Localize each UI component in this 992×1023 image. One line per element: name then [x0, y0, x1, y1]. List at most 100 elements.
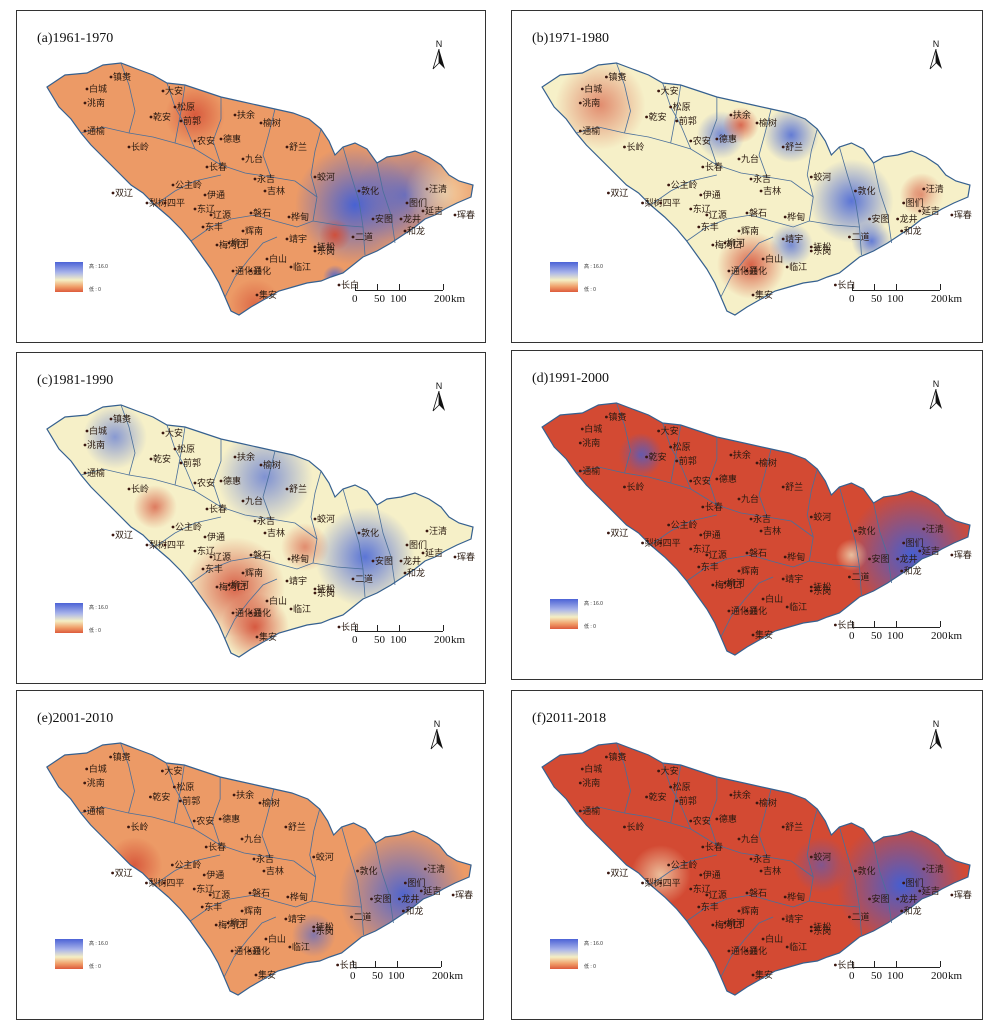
- city-dot: [809, 515, 813, 519]
- north-label: N: [932, 379, 940, 389]
- city-label: 龙井: [403, 213, 421, 225]
- city-label: 长岭: [626, 141, 644, 153]
- city-label: 梅河口: [715, 239, 742, 251]
- scale-tick: [874, 284, 875, 290]
- city-label: 蛟河: [813, 511, 831, 523]
- city-label: 辽源: [213, 210, 231, 221]
- city-label: 四平: [663, 878, 681, 889]
- city-dot: [83, 781, 87, 785]
- city-label: 永吉: [753, 853, 771, 865]
- scale-label: 0: [849, 630, 855, 642]
- city-label: 永吉: [256, 853, 274, 865]
- city-dot: [240, 909, 244, 913]
- city-dot: [83, 809, 87, 813]
- city-dot: [215, 243, 219, 247]
- city-label: 洮南: [582, 97, 600, 109]
- city-dot: [699, 193, 703, 197]
- county-border: [616, 62, 631, 134]
- city-dot: [170, 863, 174, 867]
- scale-tick: [940, 284, 941, 290]
- city-label: 通榆: [582, 465, 600, 477]
- city-label: 松原: [177, 443, 195, 455]
- city-dot: [83, 471, 87, 475]
- city-label: 长白: [837, 279, 855, 291]
- province-outline: [541, 62, 971, 316]
- city-label: 双辽: [610, 188, 628, 199]
- city-dot: [641, 881, 644, 885]
- county-border: [190, 214, 364, 242]
- map-panel: 镇赉 白城 大安 洮南 乾安 前郭 松原 扶余 榆树 通榆 长岭 农安 德惠 舒兰 九台 长春 双辽 公主岭 伊通 永…: [511, 690, 983, 1020]
- city-label: 公主岭: [671, 519, 698, 531]
- scale-label: 200: [434, 293, 451, 305]
- city-dot: [248, 949, 252, 953]
- county-border: [173, 764, 185, 824]
- city-dot: [749, 177, 753, 181]
- city-dot: [263, 189, 267, 193]
- city-label: 永吉: [753, 513, 771, 525]
- city-label: 四平: [166, 878, 184, 889]
- city-label: 东辽: [693, 883, 711, 895]
- city-dot: [240, 837, 244, 841]
- scale-bar: 0 50 100 200 km: [352, 625, 475, 649]
- county-border: [806, 468, 818, 562]
- scale-label: 100: [887, 630, 904, 642]
- city-dot: [160, 769, 164, 773]
- city-label: 伊通: [207, 189, 225, 201]
- county-border: [576, 806, 625, 814]
- city-label: 集安: [755, 629, 773, 641]
- north-arrow-icon: N: [928, 379, 944, 416]
- scale-unit: km: [451, 634, 466, 646]
- map-panel: 镇赉 白城 大安 洮南 乾安 前郭 松原 扶余 榆树 通榆 长岭 农安 德惠 舒兰 九台 长春 双辽 公主岭 伊通 永…: [16, 10, 486, 343]
- city-label: 永吉: [753, 173, 771, 185]
- city-label: 磐石: [253, 549, 271, 561]
- city-dot: [900, 229, 904, 233]
- city-label: 通化县: [235, 607, 262, 619]
- city-dot: [607, 531, 610, 535]
- city-dot: [729, 793, 733, 797]
- city-label: 前郭: [183, 115, 201, 127]
- city-label: 长白: [837, 619, 855, 631]
- city-label: 伊通: [206, 869, 224, 881]
- city-dot: [227, 583, 231, 587]
- city-label: 乾安: [649, 451, 667, 463]
- city-dot: [111, 871, 114, 875]
- province-outline: [541, 742, 971, 996]
- north-label: N: [435, 381, 443, 391]
- city-dot: [715, 817, 719, 821]
- city-dot: [749, 517, 753, 521]
- city-label: 汪清: [926, 863, 944, 875]
- scale-tick: [353, 961, 354, 967]
- city-label: 双辽: [610, 528, 628, 539]
- color-legend: 高 : 16.0 低 : 0: [550, 599, 640, 633]
- city-dot: [219, 137, 223, 141]
- city-dot: [761, 597, 765, 601]
- north-arrow-shape: [929, 388, 942, 410]
- city-dot: [403, 571, 407, 575]
- city-label: 通化县: [731, 945, 758, 957]
- city-label: 镇赉: [113, 751, 131, 763]
- county-border: [686, 554, 860, 582]
- city-label: 镇赉: [608, 751, 626, 763]
- city-label: 东丰: [701, 901, 719, 913]
- city-label: 辉南: [245, 225, 263, 237]
- city-dot: [285, 145, 289, 149]
- city-label: 安图: [872, 213, 890, 225]
- city-label: 桦甸: [291, 553, 309, 565]
- city-label: 辉南: [245, 567, 263, 579]
- city-label: 前郭: [679, 455, 697, 467]
- city-dot: [759, 869, 763, 873]
- city-label: 白山: [765, 253, 783, 265]
- legend-high: 高 : 16.0: [584, 601, 603, 607]
- city-label: 四平: [167, 540, 185, 551]
- city-dot: [336, 963, 340, 967]
- city-dot: [604, 75, 608, 79]
- city-label: 乾安: [649, 791, 667, 803]
- heat-blob: [793, 837, 850, 893]
- city-label: 辽源: [709, 550, 727, 561]
- city-dot: [312, 925, 316, 929]
- city-label: 靖宇: [785, 573, 803, 585]
- legend-high: 高 : 16.0: [89, 941, 108, 947]
- north-arrow-shape: [432, 48, 445, 70]
